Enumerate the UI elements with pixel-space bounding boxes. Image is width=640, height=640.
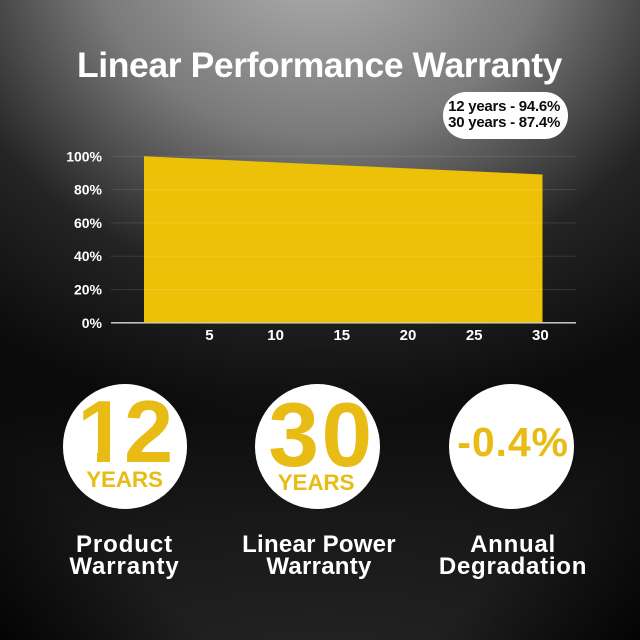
svg-text:25: 25 [466,327,483,344]
svg-text:15: 15 [333,327,350,344]
svg-text:30: 30 [532,327,549,344]
svg-text:10: 10 [267,327,284,344]
svg-text:80%: 80% [74,182,103,198]
svg-text:100%: 100% [66,148,102,164]
svg-text:20: 20 [400,327,417,344]
svg-text:0%: 0% [82,315,103,331]
svg-text:20%: 20% [74,282,103,298]
svg-text:60%: 60% [74,215,103,231]
svg-text:5: 5 [205,327,213,344]
svg-text:40%: 40% [74,248,103,264]
